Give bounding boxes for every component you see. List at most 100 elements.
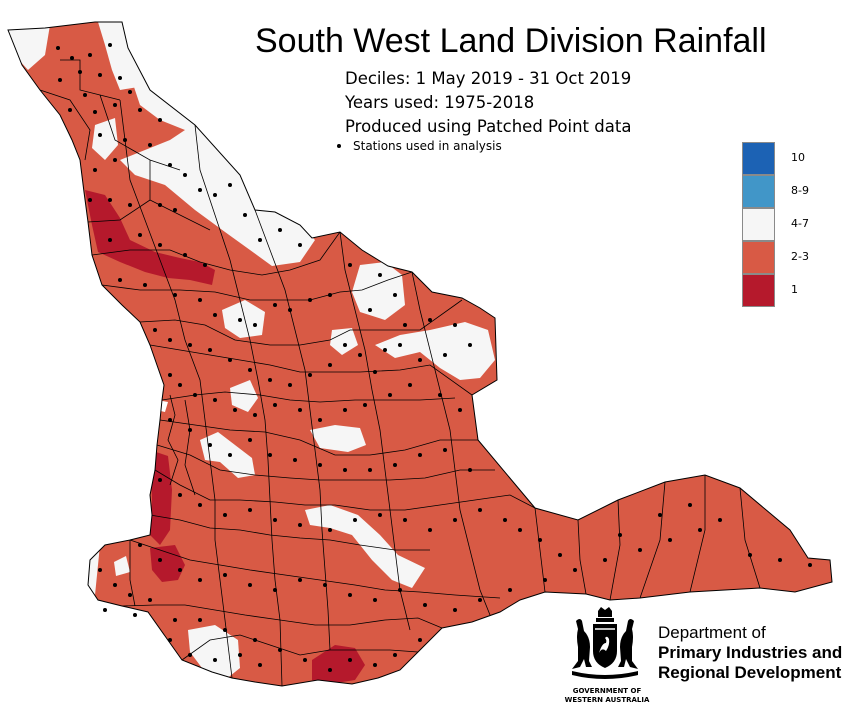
station-dot — [118, 278, 122, 282]
station-dot — [113, 103, 117, 107]
station-dot — [68, 108, 72, 112]
legend-label-2-3: 2-3 — [791, 250, 809, 263]
station-dot — [468, 343, 472, 347]
dark-area-southwest — [150, 545, 185, 582]
station-dot — [228, 183, 232, 187]
station-dot — [238, 318, 242, 322]
government-line-1: GOVERNMENT OF — [572, 687, 642, 695]
department-name: Department of Primary Industries and Reg… — [658, 623, 842, 683]
station-dot — [373, 663, 377, 667]
station-dot — [188, 653, 192, 657]
department-line-2: Primary Industries and — [658, 643, 843, 662]
station-dot — [303, 658, 307, 662]
station-dot — [808, 563, 812, 567]
station-dot — [403, 323, 407, 327]
station-dot — [748, 553, 752, 557]
dark-area-perth-south — [150, 450, 172, 545]
station-dot — [278, 648, 282, 652]
station-dot — [208, 443, 212, 447]
white-area-perth-east — [230, 380, 258, 412]
station-dot — [298, 243, 302, 247]
legend-label-4-7: 4-7 — [791, 217, 809, 230]
station-dot — [148, 143, 152, 147]
station-dot — [348, 263, 352, 267]
department-line-1: Department of — [658, 623, 766, 642]
dark-area-south-coast — [312, 645, 365, 684]
station-dot — [108, 238, 112, 242]
station-dot — [688, 503, 692, 507]
station-dot — [223, 513, 227, 517]
station-dot — [158, 118, 162, 122]
station-dot — [363, 403, 367, 407]
station-dot — [298, 408, 302, 412]
station-dot — [293, 458, 297, 462]
station-dot — [168, 418, 172, 422]
station-dot — [328, 363, 332, 367]
station-dot — [603, 558, 607, 562]
station-dot — [183, 173, 187, 177]
station-dot — [343, 468, 347, 472]
station-dot — [208, 348, 212, 352]
station-dot — [388, 393, 392, 397]
station-dot — [248, 438, 252, 442]
station-dot — [248, 508, 252, 512]
station-dot — [418, 358, 422, 362]
station-dot — [213, 313, 217, 317]
station-dot — [698, 528, 702, 532]
station-dot — [133, 613, 137, 617]
dark-area-north-coast — [85, 190, 215, 285]
station-dot — [403, 518, 407, 522]
station-dot — [128, 90, 132, 94]
station-dot — [198, 578, 202, 582]
station-dot — [443, 353, 447, 357]
government-label: GOVERNMENT OF WESTERN AUSTRALIA — [557, 687, 657, 705]
station-dot — [343, 343, 347, 347]
station-dot — [138, 233, 142, 237]
station-dot — [153, 328, 157, 332]
station-dot — [658, 513, 662, 517]
station-dot — [93, 168, 97, 172]
station-dot — [478, 598, 482, 602]
station-dot — [288, 383, 292, 387]
station-dot — [508, 588, 512, 592]
station-dot — [273, 403, 277, 407]
station-dot — [373, 598, 377, 602]
white-area-central-small — [330, 328, 358, 355]
station-dot — [358, 353, 362, 357]
station-dot — [243, 213, 247, 217]
station-dot — [168, 373, 172, 377]
station-dot — [408, 383, 412, 387]
station-dot — [668, 538, 672, 542]
station-dot — [88, 198, 92, 202]
station-dot — [353, 518, 357, 522]
station-dot — [248, 368, 252, 372]
station-dot — [198, 503, 202, 507]
department-line-3: Regional Development — [658, 663, 842, 682]
station-dot — [288, 308, 292, 312]
station-dot — [188, 428, 192, 432]
station-dot-icon — [337, 143, 341, 148]
station-dot — [173, 293, 177, 297]
station-dot — [78, 70, 82, 74]
station-dot — [518, 528, 522, 532]
station-markers — [56, 43, 812, 672]
station-dot — [428, 318, 432, 322]
station-dot — [178, 568, 182, 572]
white-area-north-east — [120, 60, 315, 266]
station-dot — [173, 208, 177, 212]
government-line-2: WESTERN AUSTRALIA — [564, 696, 650, 704]
station-dot — [423, 603, 427, 607]
station-dot — [148, 598, 152, 602]
station-dot — [138, 108, 142, 112]
station-dot — [83, 93, 87, 97]
station-dot — [368, 468, 372, 472]
white-area-west-central — [222, 300, 265, 338]
station-dot — [158, 558, 162, 562]
station-dot — [168, 163, 172, 167]
station-dot — [223, 628, 227, 632]
station-dot — [558, 553, 562, 557]
station-dot — [453, 323, 457, 327]
station-dot — [298, 523, 302, 527]
station-dot — [128, 593, 132, 597]
